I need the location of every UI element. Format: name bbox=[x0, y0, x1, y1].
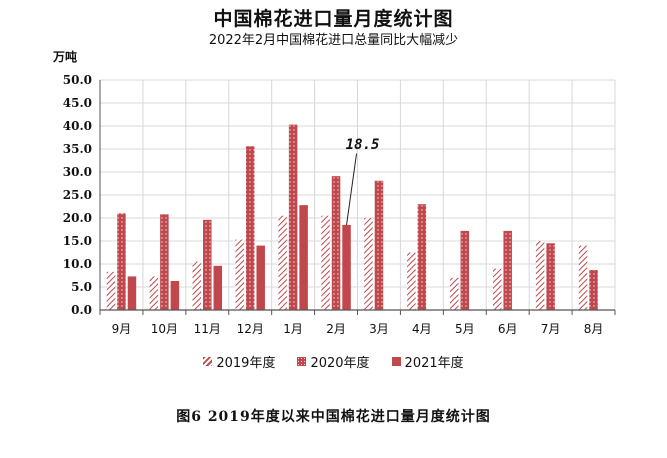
annotation-leader-line bbox=[346, 153, 358, 225]
y-tick-label: 50.0 bbox=[63, 73, 92, 87]
chart-subtitle: 2022年2月中国棉花进口总量同比大幅减少 bbox=[208, 33, 459, 48]
x-tick-label: 5月 bbox=[455, 322, 475, 336]
chart-title: 中国棉花进口量月度统计图 bbox=[213, 8, 454, 30]
bar-2021-2 bbox=[213, 265, 223, 310]
x-tick-label: 12月 bbox=[237, 322, 264, 336]
x-tick-label: 3月 bbox=[369, 322, 389, 336]
bar-2021-0 bbox=[127, 276, 137, 310]
x-tick-label: 11月 bbox=[194, 322, 221, 336]
bar-2019-0 bbox=[106, 271, 116, 310]
bar-2019-8 bbox=[450, 277, 459, 310]
bar-2019-1 bbox=[149, 276, 159, 310]
x-tick-label: 8月 bbox=[584, 322, 604, 336]
legend: 2019年度 2020年度 2021年度 bbox=[0, 352, 667, 371]
bar-2021-4 bbox=[299, 205, 308, 310]
legend-label-2021: 2021年度 bbox=[404, 356, 464, 371]
bar-2019-10 bbox=[535, 241, 545, 310]
legend-swatch-2019 bbox=[203, 357, 213, 366]
y-tick-label: 15.0 bbox=[63, 234, 92, 248]
x-tick-label: 7月 bbox=[541, 322, 561, 336]
axes bbox=[99, 80, 616, 315]
y-axis-unit-label: 万吨 bbox=[53, 50, 78, 64]
bars bbox=[106, 124, 598, 311]
bar-2020-6 bbox=[374, 180, 384, 310]
y-tick-label: 20.0 bbox=[63, 211, 92, 225]
bar-2020-7 bbox=[417, 204, 427, 310]
bar-2019-5 bbox=[321, 215, 330, 310]
x-tick-label: 2月 bbox=[326, 322, 346, 336]
x-tick-label: 4月 bbox=[412, 322, 432, 336]
bar-2019-6 bbox=[364, 218, 373, 310]
bar-2021-5 bbox=[342, 224, 351, 310]
bar-2020-4 bbox=[288, 124, 298, 311]
bar-2021-1 bbox=[170, 281, 180, 310]
bar-2019-9 bbox=[492, 268, 502, 310]
legend-item-2020: 2020年度 bbox=[297, 352, 370, 371]
axis-labels: 0.0 5.0 10.0 15.0 20.0 25.0 30.0 35.0 40.0 45.0 50… bbox=[63, 73, 604, 336]
annotation-label: 18.5 bbox=[346, 137, 380, 153]
bar-2020-2 bbox=[203, 219, 212, 310]
y-tick-label: 25.0 bbox=[63, 188, 92, 202]
legend-swatch-2021 bbox=[391, 357, 401, 366]
x-tick-label: 1月 bbox=[283, 322, 303, 336]
gridlines bbox=[99, 79, 616, 310]
bar-2020-1 bbox=[160, 214, 169, 310]
x-tick-label: 9月 bbox=[112, 322, 132, 336]
y-tick-label: 45.0 bbox=[63, 96, 92, 110]
y-tick-label: 35.0 bbox=[63, 142, 92, 156]
bar-2019-11 bbox=[578, 245, 588, 310]
bar-2020-11 bbox=[589, 269, 598, 310]
bar-2020-3 bbox=[245, 146, 255, 310]
y-tick-label: 0.0 bbox=[71, 303, 92, 317]
legend-label-2019: 2019年度 bbox=[216, 356, 276, 371]
legend-item-2019: 2019年度 bbox=[203, 352, 275, 371]
bar-2019-7 bbox=[407, 252, 416, 310]
annotations: 18.5 bbox=[346, 137, 380, 225]
y-tick-label: 10.0 bbox=[63, 257, 92, 271]
figure-caption: 图6 2019年度以来中国棉花进口量月度统计图 bbox=[176, 409, 491, 425]
bar-2020-8 bbox=[460, 230, 470, 310]
bar-2019-3 bbox=[235, 239, 244, 310]
legend-label-2020: 2020年度 bbox=[310, 356, 370, 371]
bar-2020-9 bbox=[503, 230, 512, 310]
legend-swatch-2020 bbox=[297, 357, 307, 366]
y-tick-label: 40.0 bbox=[63, 119, 92, 133]
y-tick-label: 30.0 bbox=[63, 165, 92, 179]
bar-2021-3 bbox=[256, 245, 265, 310]
x-tick-label: 6月 bbox=[498, 322, 518, 336]
x-tick-label: 10月 bbox=[151, 322, 178, 336]
bar-2020-0 bbox=[117, 213, 126, 310]
bar-2019-2 bbox=[192, 261, 202, 310]
bar-2020-10 bbox=[546, 243, 555, 310]
bar-2020-5 bbox=[331, 176, 341, 310]
bar-2019-4 bbox=[278, 215, 287, 310]
y-tick-label: 5.0 bbox=[71, 280, 92, 294]
legend-item-2021: 2021年度 bbox=[391, 352, 464, 371]
